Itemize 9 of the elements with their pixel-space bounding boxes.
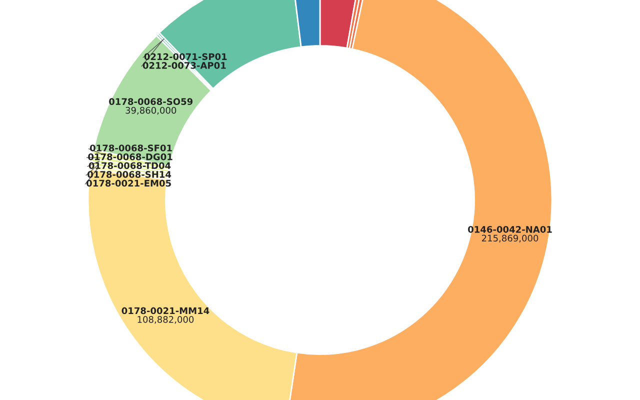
- slice-label: 0178-0068-DG01: [88, 153, 172, 160]
- data-label: 39,860,000: [126, 106, 176, 115]
- slice-label: 0178-0021-MM14: [122, 307, 210, 314]
- slice-label: 0212-0073-AP01: [142, 62, 226, 69]
- slice-label: 0178-0021-EM05: [86, 180, 171, 187]
- data-label: 108,882,000: [138, 316, 194, 324]
- slice-label: 0178-0068-SF01: [90, 144, 172, 152]
- slice-label: 0178-0068-SO59: [109, 98, 193, 105]
- data-label: 215,869,000: [482, 234, 538, 242]
